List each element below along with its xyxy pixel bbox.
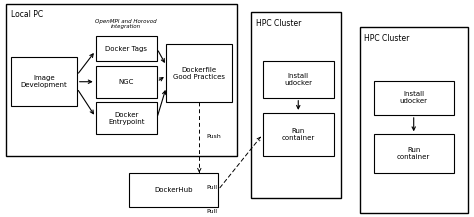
FancyBboxPatch shape	[6, 3, 237, 156]
Text: HPC Cluster: HPC Cluster	[364, 33, 410, 43]
Text: Run
container: Run container	[282, 128, 315, 141]
FancyBboxPatch shape	[128, 173, 218, 207]
FancyBboxPatch shape	[374, 81, 454, 115]
FancyBboxPatch shape	[96, 102, 157, 134]
FancyBboxPatch shape	[96, 66, 157, 98]
Text: NGC: NGC	[118, 79, 134, 85]
FancyBboxPatch shape	[263, 113, 334, 156]
Text: Local PC: Local PC	[11, 10, 43, 19]
Text: Dockerfile
Good Practices: Dockerfile Good Practices	[173, 67, 225, 80]
Text: Install
udocker: Install udocker	[400, 91, 428, 104]
Text: Docker
Entrypoint: Docker Entrypoint	[108, 112, 145, 125]
Text: Push: Push	[206, 134, 221, 139]
FancyBboxPatch shape	[251, 12, 341, 199]
FancyBboxPatch shape	[96, 36, 157, 61]
Text: Install
udocker: Install udocker	[284, 73, 312, 86]
FancyBboxPatch shape	[166, 44, 232, 102]
Text: Run
container: Run container	[397, 147, 430, 160]
Text: DockerHub: DockerHub	[154, 187, 192, 193]
Text: Docker Tags: Docker Tags	[105, 46, 147, 51]
FancyBboxPatch shape	[374, 134, 454, 173]
FancyBboxPatch shape	[359, 27, 468, 214]
Text: Pull: Pull	[206, 185, 218, 190]
FancyBboxPatch shape	[263, 61, 334, 98]
Text: HPC Cluster: HPC Cluster	[256, 18, 301, 28]
FancyBboxPatch shape	[11, 57, 77, 106]
Text: Image
Development: Image Development	[20, 75, 67, 88]
Text: Pull: Pull	[206, 209, 218, 214]
Text: OpenMPI and Horovod
integration: OpenMPI and Horovod integration	[95, 18, 157, 29]
